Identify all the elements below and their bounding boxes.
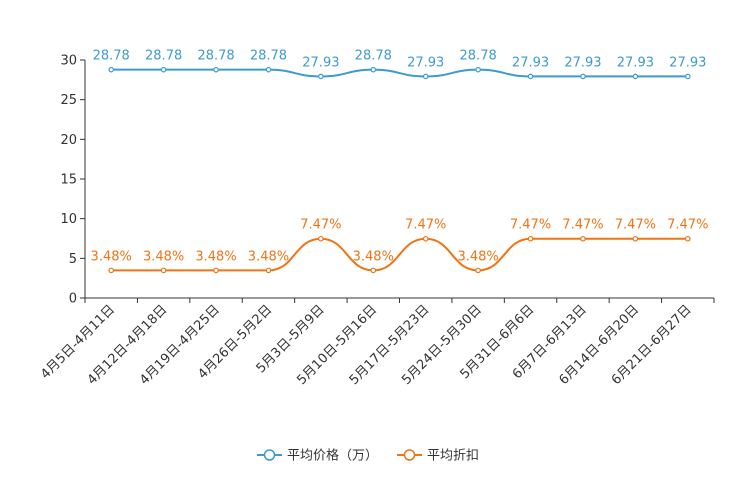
- data-label: 3.48%: [457, 249, 498, 264]
- data-label: 7.47%: [615, 218, 656, 233]
- chart-series: 28.78 28.78 28.78 28.78 27.93 28.78 27.93 28.78…: [91, 49, 708, 274]
- data-label: 3.48%: [248, 249, 289, 264]
- data-point: [527, 235, 534, 242]
- data-point: [632, 73, 639, 80]
- data-point: [580, 73, 586, 80]
- y-tick-label: 30: [60, 54, 77, 69]
- data-point: [160, 267, 167, 274]
- data-label: 7.47%: [510, 218, 551, 233]
- series-1: 28.78 28.78 28.78 28.78 27.93 28.78 27.93 28.78…: [93, 49, 706, 80]
- data-point: [265, 66, 272, 73]
- data-label: 3.48%: [195, 249, 236, 264]
- data-label: 3.48%: [91, 249, 132, 264]
- data-label: 27.93: [617, 55, 654, 70]
- y-tick-label: 10: [60, 212, 77, 227]
- data-point: [527, 73, 534, 80]
- data-label: 3.48%: [143, 249, 184, 264]
- data-label: 27.93: [564, 55, 601, 70]
- data-point: [475, 66, 481, 73]
- data-point: [213, 66, 219, 73]
- chart-axes: 0510152025304月5日-4月11日4月12日-4月18日4月19日-4…: [38, 54, 715, 388]
- legend-marker-icon: [403, 449, 416, 461]
- y-tick-label: 25: [60, 93, 77, 108]
- data-label: 28.78: [93, 49, 130, 64]
- data-point: [580, 235, 586, 242]
- data-label: 28.78: [355, 49, 392, 64]
- data-point: [684, 235, 691, 242]
- data-label: 27.93: [302, 55, 339, 70]
- data-label: 27.93: [407, 55, 444, 70]
- data-label: 28.78: [145, 49, 182, 64]
- data-point: [422, 73, 429, 80]
- data-label: 7.47%: [300, 218, 341, 233]
- y-tick-label: 20: [60, 133, 77, 148]
- data-label: 28.78: [197, 49, 234, 64]
- data-label: 28.78: [460, 49, 497, 64]
- chart-legend[interactable]: 平均价格（万） 平均折扣: [257, 448, 479, 464]
- data-point: [318, 235, 324, 242]
- data-label: 3.48%: [353, 249, 394, 264]
- data-point: [370, 66, 377, 73]
- data-label: 28.78: [250, 49, 287, 64]
- legend-marker-icon: [263, 449, 276, 461]
- data-label: 27.93: [669, 55, 706, 70]
- legend-label: 平均价格（万）: [287, 448, 378, 464]
- data-point: [265, 267, 272, 274]
- data-point: [632, 235, 639, 242]
- y-tick-label: 0: [69, 292, 77, 307]
- y-tick-label: 15: [60, 173, 77, 188]
- series-2: 3.48% 3.48% 3.48% 3.48% 7.47% 3.48% 7.47% 3.48%…: [91, 218, 708, 274]
- data-point: [108, 267, 115, 274]
- data-label: 7.47%: [405, 218, 446, 233]
- legend-item-1[interactable]: 平均价格（万）: [257, 448, 378, 464]
- data-point: [422, 235, 429, 242]
- data-point: [684, 73, 691, 80]
- legend-item-2[interactable]: 平均折扣: [397, 449, 479, 464]
- series-line: [111, 68, 688, 78]
- data-label: 7.47%: [667, 218, 708, 233]
- data-label: 7.47%: [562, 218, 603, 233]
- y-tick-label: 5: [69, 252, 77, 267]
- data-point: [160, 66, 167, 73]
- legend-label: 平均折扣: [427, 449, 479, 464]
- data-point: [370, 267, 377, 274]
- data-point: [213, 267, 219, 274]
- data-point: [108, 66, 115, 73]
- data-label: 27.93: [512, 55, 549, 70]
- data-point: [318, 73, 324, 80]
- data-point: [475, 267, 481, 274]
